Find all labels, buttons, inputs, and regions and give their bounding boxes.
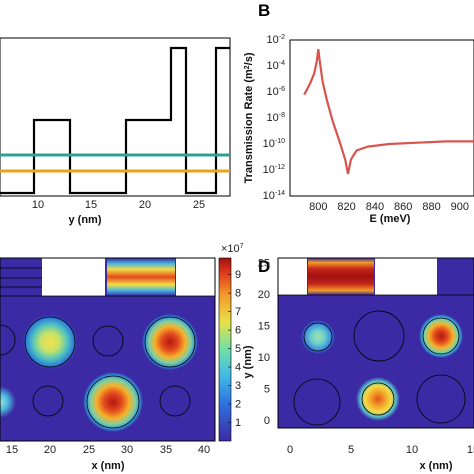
colorbar-exponent: ×107: [221, 243, 244, 255]
panel-a-plot: 10 15 20 25 y (nm): [0, 37, 231, 226]
colorbar-tick-label: 1: [235, 417, 241, 429]
panel-c-top-gap: [176, 258, 215, 296]
panel-d-barrier-state: [308, 258, 374, 295]
dot-outline: [361, 382, 395, 416]
tick-label: 820: [337, 201, 355, 213]
colorbar-tick-label: 7: [235, 306, 241, 318]
dot-state-green: [301, 320, 335, 354]
dot-state-orange: [356, 377, 400, 421]
tick-label: 10: [406, 444, 418, 456]
panel-c-xlabel: x (nm): [92, 460, 125, 472]
colorbar-gradient: [218, 257, 232, 442]
ytick-label: 10-2: [267, 34, 286, 46]
colorbar-tick-label: 6: [235, 325, 241, 337]
tick-label: 15: [6, 444, 18, 456]
dot-outline: [353, 310, 405, 362]
panel-c-plot: 15 20 25 30 35 40 x (nm): [0, 257, 216, 472]
panel-a-xlabel: y (nm): [69, 214, 102, 226]
tick-label: 900: [451, 201, 469, 213]
colorbar-tick-label: 8: [235, 288, 241, 300]
tick-label: 10: [258, 352, 270, 364]
panel-a-xticks: 10 15 20 25: [32, 199, 205, 211]
tick-label: 20: [44, 444, 56, 456]
tick-label: 15: [85, 199, 97, 211]
dot-outline: [303, 322, 333, 352]
dot-outline: [0, 324, 16, 356]
tick-label: 25: [83, 444, 95, 456]
tick-label: 5: [264, 384, 270, 396]
ytick-label: 10-12: [263, 164, 285, 176]
panel-d-top-gap: [278, 258, 307, 295]
panel-d-xlabel: x (nm): [420, 460, 453, 472]
dot-outline: [293, 378, 341, 426]
tick-label: 35: [160, 444, 172, 456]
colorbar-tick-label: 5: [235, 343, 241, 355]
dot-state-red: [83, 372, 143, 432]
dot-outline: [416, 374, 466, 424]
tick-label: 10: [32, 199, 44, 211]
tick-label: 25: [193, 199, 205, 211]
tick-label: 20: [258, 289, 270, 301]
dot-outline: [32, 385, 64, 417]
colorbar: ×107 1 2 3 4 5 6 7 8 9: [218, 243, 244, 442]
colorbar-tick-label: 4: [235, 362, 241, 374]
dot-outline: [24, 316, 76, 368]
dot-outline: [159, 385, 191, 417]
dot-outline: [86, 375, 140, 429]
panel-b-xlabel: E (meV): [370, 213, 411, 225]
tick-label: 15: [467, 444, 474, 456]
panel-d-label: D: [258, 257, 270, 276]
dot-state-yellow: [23, 315, 77, 369]
tick-label: 840: [366, 201, 384, 213]
panel-b-ylabel: Transmission Rate (m2/s): [243, 52, 255, 183]
tick-label: 25: [258, 258, 270, 270]
ytick-label: 10-10: [263, 138, 285, 150]
dot-state-red: [419, 314, 463, 358]
panel-c-barrier-state: [107, 258, 175, 296]
colorbar-tick-label: 3: [235, 380, 241, 392]
dot-state-red: [142, 314, 198, 370]
tick-label: 0: [264, 415, 270, 427]
dot-outline: [144, 316, 196, 368]
tick-label: 0: [287, 444, 293, 456]
panel-d-top-gap: [375, 258, 437, 295]
panel-a-frame: [0, 37, 231, 197]
panel-b-label: B: [258, 1, 270, 20]
ytick-label: 10-14: [263, 190, 285, 202]
panel-d-yticks: 0 5 10 15 20 25: [258, 258, 270, 428]
tick-label: 30: [121, 444, 133, 456]
tick-label: 800: [309, 201, 327, 213]
ytick-label: 10-6: [267, 86, 286, 98]
dot-outline: [422, 317, 460, 355]
tick-label: 20: [139, 199, 151, 211]
ytick-label: 10-8: [267, 112, 286, 124]
dot-outline: [92, 325, 124, 357]
panel-c-gridlines: [0, 267, 42, 288]
tick-label: 860: [394, 201, 412, 213]
colorbar-ticks: 1 2 3 4 5 6 7 8 9: [228, 269, 241, 429]
panel-b-xticks: 800 820 840 860 880 900: [309, 201, 469, 213]
panel-c-top-gap: [42, 258, 105, 296]
transmission-curve: [303, 48, 474, 175]
panel-d-ylabel: y (nm): [242, 345, 254, 378]
panel-b-frame: [289, 39, 474, 197]
potential-profile-line: [0, 46, 230, 195]
tick-label: 5: [348, 444, 354, 456]
tick-label: 880: [422, 201, 440, 213]
panel-d-frame: [277, 257, 474, 429]
tick-label: 40: [198, 444, 210, 456]
dot-state-cyan: [0, 386, 16, 418]
panel-b-plot: 10-2 10-4 10-6 10-8 10-10 10-12 10-14 Tr…: [243, 34, 474, 225]
colorbar-tick-label: 2: [235, 399, 241, 411]
panel-b-yticks: 10-2 10-4 10-6 10-8 10-10 10-12 10-14: [263, 34, 285, 202]
ytick-label: 10-4: [267, 60, 286, 72]
panel-c-frame: [0, 257, 216, 442]
colorbar-tick-label: 9: [235, 269, 241, 281]
tick-label: 15: [258, 321, 270, 333]
